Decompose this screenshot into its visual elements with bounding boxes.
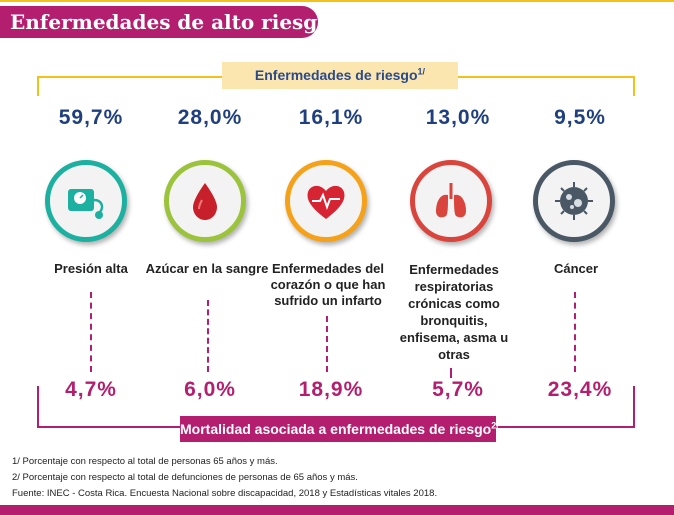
prevalence-value: 13,0% [425,106,491,129]
blood-pressure-icon [68,189,104,219]
footnote-ref-2: 2/ [491,420,499,431]
disease-circle-heart [285,160,367,242]
disease-label: Azúcar en la sangre [145,261,269,276]
connector-line [326,316,328,372]
mortality-value: 4,7% [65,378,117,401]
connector-line [207,300,209,372]
lungs-icon [436,183,466,218]
footnote-1: 1/ Porcentaje con respecto al total de p… [12,456,278,467]
mortality-value: 23,4% [547,378,613,401]
mortality-value: 5,7% [432,378,484,401]
prevalence-value: 16,1% [298,106,364,129]
bottom-accent-line [0,505,674,515]
mortality-value: 6,0% [184,378,236,401]
disease-circle-hypertension [45,160,127,242]
risk-diseases-text: Enfermedades de riesgo [254,67,418,83]
risk-diseases-label: Enfermedades de riesgo1/ [222,62,458,89]
disease-label: Presión alta [54,261,128,276]
top-accent-line [0,0,674,2]
mortality-value: 18,9% [298,378,364,401]
disease-circle-cancer [533,160,615,242]
disease-label: Enfermedades del corazón o que han sufri… [270,261,386,308]
footnote-2: 2/ Porcentaje con respecto al total de d… [12,472,358,483]
prevalence-value: 59,7% [58,106,124,129]
page-title: Enfermedades de alto riesgo [0,6,331,38]
disease-circle-blood-sugar [164,160,246,242]
mortality-label-text: Mortalidad asociada a enfermedades de ri… [180,421,492,437]
disease-label: Enfermedades respiratorias crónicas como… [399,262,509,362]
mortality-label: Mortalidad asociada a enfermedades de ri… [180,416,499,442]
connector-line [574,292,576,372]
disease-circle-respiratory [410,160,492,242]
prevalence-value: 9,5% [554,106,606,129]
source-note: Fuente: INEC - Costa Rica. Encuesta Naci… [12,488,438,499]
connector-line [450,368,452,378]
connector-line [90,292,92,372]
disease-label: Cáncer [553,261,599,276]
footnote-ref-1: 1/ [417,66,426,77]
blood-drop-icon [193,183,217,220]
cancer-cell-icon [555,182,593,220]
prevalence-value: 28,0% [177,106,243,129]
heart-icon [307,185,345,219]
